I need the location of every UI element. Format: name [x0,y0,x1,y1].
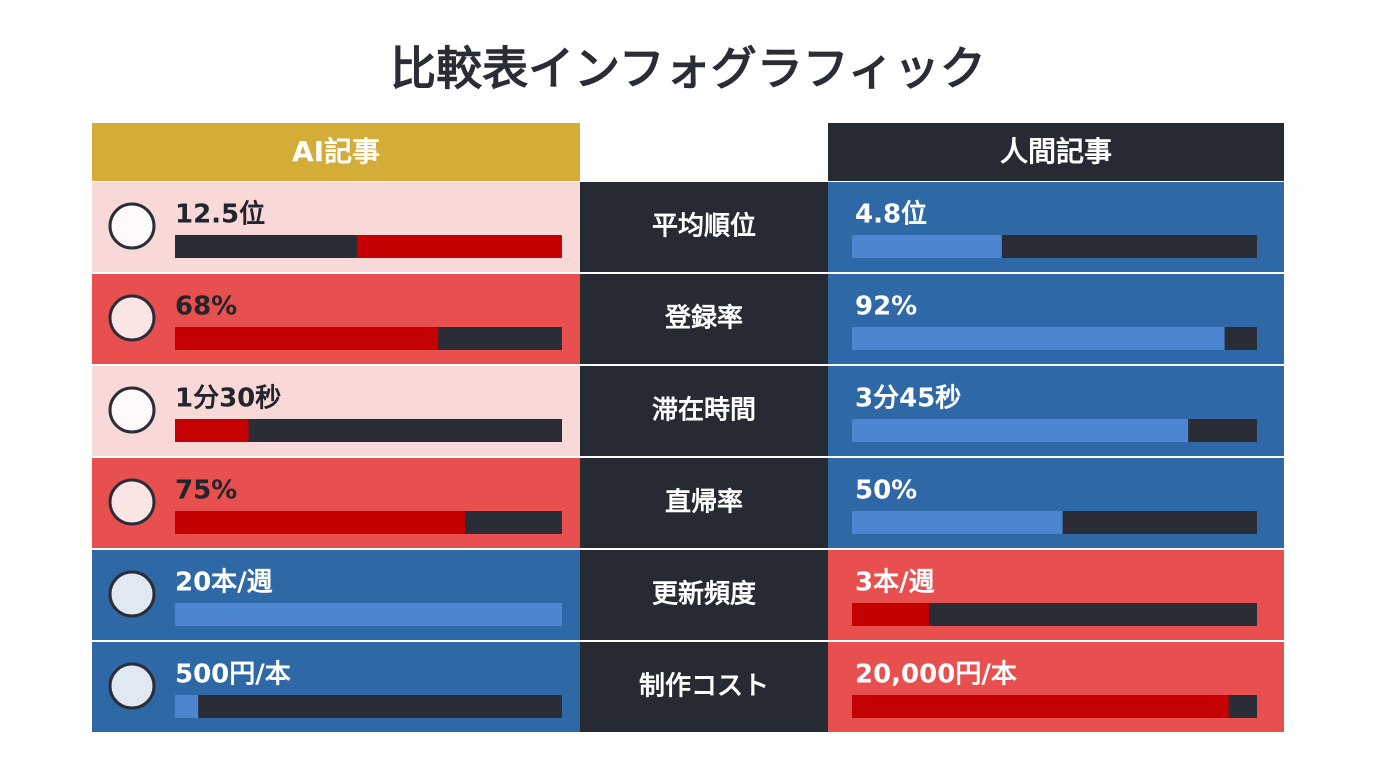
metric-cell [580,274,828,364]
left-cell [92,182,580,272]
right-value-label: 20,000円/本 [855,660,1017,690]
metric-label: 平均順位 [652,211,756,242]
left-cell [92,274,580,364]
row-icon [108,386,156,434]
right-header-bg [828,123,1284,181]
bar [175,695,199,718]
bar [852,235,1002,258]
left-value-label: 75% [175,476,237,506]
bar-track [175,695,562,718]
left-value-label: 500円/本 [175,660,291,690]
right-value-label: 92% [855,292,917,322]
metric-label: 更新頻度 [652,579,756,610]
bar [175,235,357,258]
left-value-label: 12.5位 [175,199,265,230]
right-value-label: 3分45秒 [855,384,961,414]
bar [852,511,1063,534]
metric-label: 直帰率 [665,487,743,518]
right-value-label: 4.8位 [855,199,927,230]
left-value-label: 68% [175,292,237,322]
metric-cell [580,642,828,732]
bar [852,695,1229,718]
row-icon [108,662,156,710]
left-value-label: 1分30秒 [175,384,281,414]
bar [175,603,562,626]
bar [852,603,929,626]
metric-cell [580,182,828,272]
metric-label: 制作コスト [639,672,769,702]
left-value-label: 20本/週 [175,568,273,598]
metric-cell [580,366,828,456]
bar [175,511,466,534]
row-icon [108,570,156,618]
title: 比較表インフォグラフィック [390,42,986,96]
bar-track [175,419,562,442]
metric-cell [580,458,828,548]
left-cell [92,642,580,732]
bar-track [852,603,1257,626]
bar [175,419,249,442]
bar [852,327,1225,350]
right-value-label: 3本/週 [855,568,935,598]
left-cell [92,458,580,548]
row-icon [108,478,156,526]
row-icon [108,202,156,250]
left-cell [92,550,580,640]
left-header-bg [92,123,580,181]
metric-label: 登録率 [664,303,743,334]
right-value-label: 50% [855,476,917,506]
left-header: AI記事 [292,135,380,168]
bar [852,419,1189,442]
metric-label: 滞在時間 [652,396,756,426]
bar [175,327,439,350]
metric-cell [580,550,828,640]
row-icon [108,294,156,342]
left-cell [92,366,580,456]
right-header: 人間記事 [1000,135,1112,168]
